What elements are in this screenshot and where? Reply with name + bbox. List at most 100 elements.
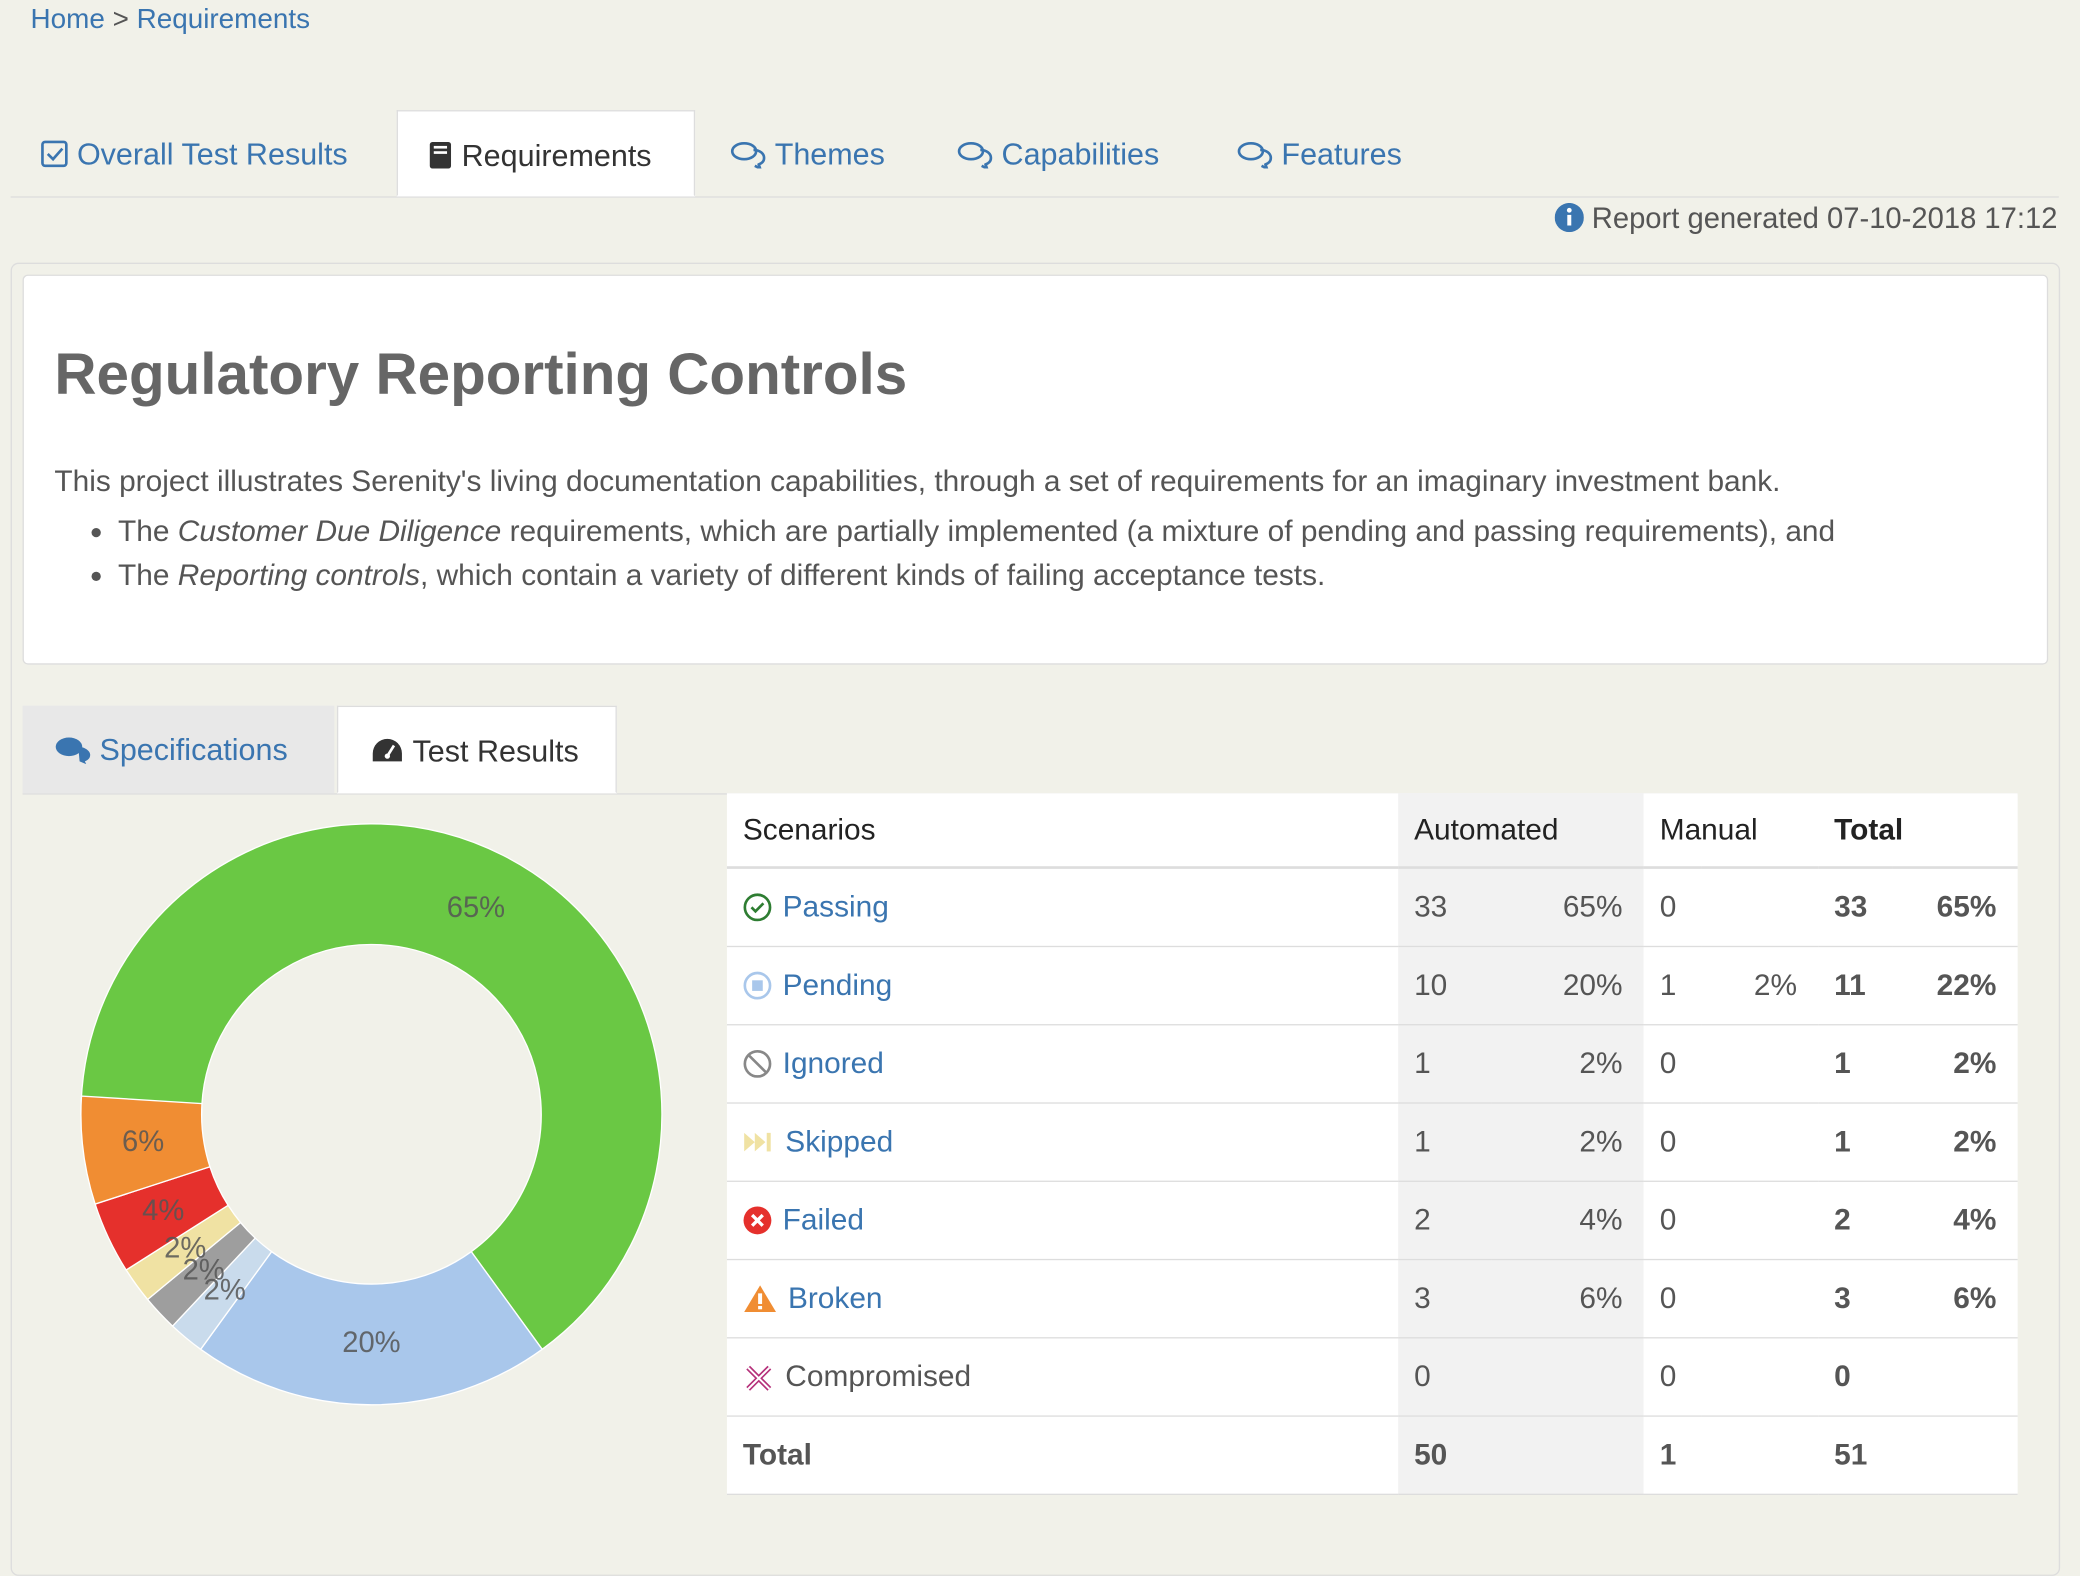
cell-text: 51: [1834, 1437, 1868, 1472]
value-cell: [1702, 1181, 1819, 1261]
cell-text: 0: [1659, 1281, 1677, 1315]
tab-label: Overall Test Results: [76, 136, 348, 172]
cell-text: 1: [1414, 1124, 1431, 1159]
text: , which contain a variety of different k…: [420, 558, 1326, 592]
value-cell: 33: [1818, 867, 1894, 948]
row-label-cell: Ignored: [726, 1024, 1399, 1104]
cell-text: 0: [1659, 1046, 1677, 1080]
cell-text: 20%: [1562, 968, 1623, 1002]
value-cell: 3: [1398, 1259, 1491, 1339]
table-row: Passing 33 65% 0 33 65%: [726, 867, 2018, 948]
cell-text: 2%: [1579, 1124, 1623, 1159]
value-cell: [1702, 1337, 1819, 1417]
tab-label: Requirements: [461, 137, 652, 173]
row-label[interactable]: Skipped: [785, 1124, 894, 1159]
value-cell: 0: [1643, 1259, 1703, 1339]
text: requirements, which are partially implem…: [501, 514, 1836, 548]
value-cell: [1490, 1337, 1644, 1417]
cell-text: 0: [1414, 1359, 1431, 1393]
value-cell: [1702, 867, 1819, 948]
tab-label: Themes: [774, 136, 885, 172]
value-cell: 1: [1398, 1024, 1491, 1104]
cell-text: 0: [1659, 1203, 1677, 1237]
row-label-cell: Failed: [726, 1181, 1399, 1261]
cell-text: 10: [1414, 968, 1448, 1002]
value-cell: 0: [1818, 1337, 1894, 1417]
value-cell: 6%: [1893, 1259, 2018, 1339]
value-cell: 4%: [1893, 1181, 2018, 1261]
value-cell: [1893, 1416, 2018, 1495]
cell-text: 2: [1414, 1203, 1431, 1237]
row-label[interactable]: Failed: [782, 1203, 864, 1237]
row-label[interactable]: Broken: [787, 1281, 883, 1315]
tab-label: Capabilities: [1001, 136, 1160, 172]
value-cell: [1702, 1416, 1819, 1495]
subtab-active[interactable]: Test Results: [336, 705, 617, 794]
row-label: Compromised: [785, 1359, 972, 1393]
value-cell: 1: [1818, 1103, 1894, 1182]
value-cell: 0: [1643, 867, 1703, 948]
value-cell: 2%: [1490, 1024, 1644, 1104]
tab[interactable]: Capabilities: [956, 110, 1159, 196]
value-cell: 10: [1398, 946, 1491, 1026]
value-cell: 0: [1643, 1103, 1703, 1182]
value-cell: 2: [1818, 1181, 1894, 1261]
value-cell: 2%: [1490, 1103, 1644, 1182]
cell-text: 1: [1414, 1046, 1431, 1080]
text: The: [118, 514, 178, 548]
tab-active[interactable]: Requirements: [396, 110, 696, 197]
row-label[interactable]: Passing: [782, 890, 889, 924]
header-row: Scenarios Automated Manual Total: [726, 793, 2018, 869]
value-cell: 50: [1398, 1416, 1491, 1495]
report-generated: Report generated 07-10-2018 17:12: [1554, 202, 2057, 236]
header-cell: Automated: [1398, 793, 1644, 869]
table-row: Compromised 0 0 0: [726, 1337, 2018, 1417]
value-cell: 22%: [1893, 946, 2018, 1026]
cell-text: 65%: [1936, 890, 1997, 924]
subtab[interactable]: Specifications: [22, 705, 335, 794]
bullet-list: The Customer Due Diligence requirements,…: [54, 509, 1835, 597]
breadcrumb-separator: >: [112, 3, 129, 35]
emphasis: Customer Due Diligence: [177, 514, 502, 548]
breadcrumb-home[interactable]: Home: [30, 3, 105, 35]
cell-text: 1: [1659, 1437, 1677, 1472]
row-label[interactable]: Pending: [782, 968, 893, 1002]
breadcrumb-current[interactable]: Requirements: [136, 3, 311, 35]
cell-text: 33: [1834, 890, 1868, 924]
cell-text: 33: [1414, 890, 1448, 924]
tab[interactable]: Themes: [730, 110, 885, 196]
cell-text: 1: [1834, 1124, 1851, 1159]
donut-chart: 65%20%2%2%2%4%6%: [80, 823, 663, 1406]
slice-label: 20%: [342, 1327, 400, 1359]
tab[interactable]: Overall Test Results: [40, 110, 348, 196]
value-cell: 6%: [1490, 1259, 1644, 1339]
intro-text: This project illustrates Serenity's livi…: [54, 464, 1781, 498]
slice-label: 65%: [447, 892, 505, 924]
main-tabs: Overall Test Results Requirements Themes…: [10, 110, 2059, 198]
cell-text: 22%: [1936, 968, 1997, 1002]
tab[interactable]: Features: [1236, 110, 1402, 196]
text: The: [118, 558, 178, 592]
slice-label: 4%: [142, 1195, 184, 1227]
value-cell: [1702, 1259, 1819, 1339]
cell-text: 2%: [1579, 1046, 1623, 1080]
value-cell: 3: [1818, 1259, 1894, 1339]
value-cell: 11: [1818, 946, 1894, 1026]
cell-text: 50: [1414, 1437, 1448, 1472]
cell-text: 6%: [1579, 1281, 1623, 1315]
title: Regulatory Reporting Controls: [54, 342, 908, 408]
value-cell: 2: [1398, 1181, 1491, 1261]
row-label-cell: Skipped: [726, 1103, 1399, 1182]
table-row: Skipped 1 2% 0 1 2%: [726, 1103, 2018, 1182]
row-label-cell: Broken: [726, 1259, 1399, 1339]
row-label-cell: Pending: [726, 946, 1399, 1026]
value-cell: 1: [1643, 1416, 1703, 1495]
slice-label: 2%: [183, 1255, 225, 1287]
value-cell: 65%: [1893, 867, 2018, 948]
cell-text: 6%: [1953, 1281, 1997, 1315]
cell-text: 4%: [1579, 1203, 1623, 1237]
row-label[interactable]: Ignored: [782, 1046, 884, 1080]
header-cell: Total: [1818, 793, 2018, 869]
donut-slice: [80, 1095, 211, 1205]
